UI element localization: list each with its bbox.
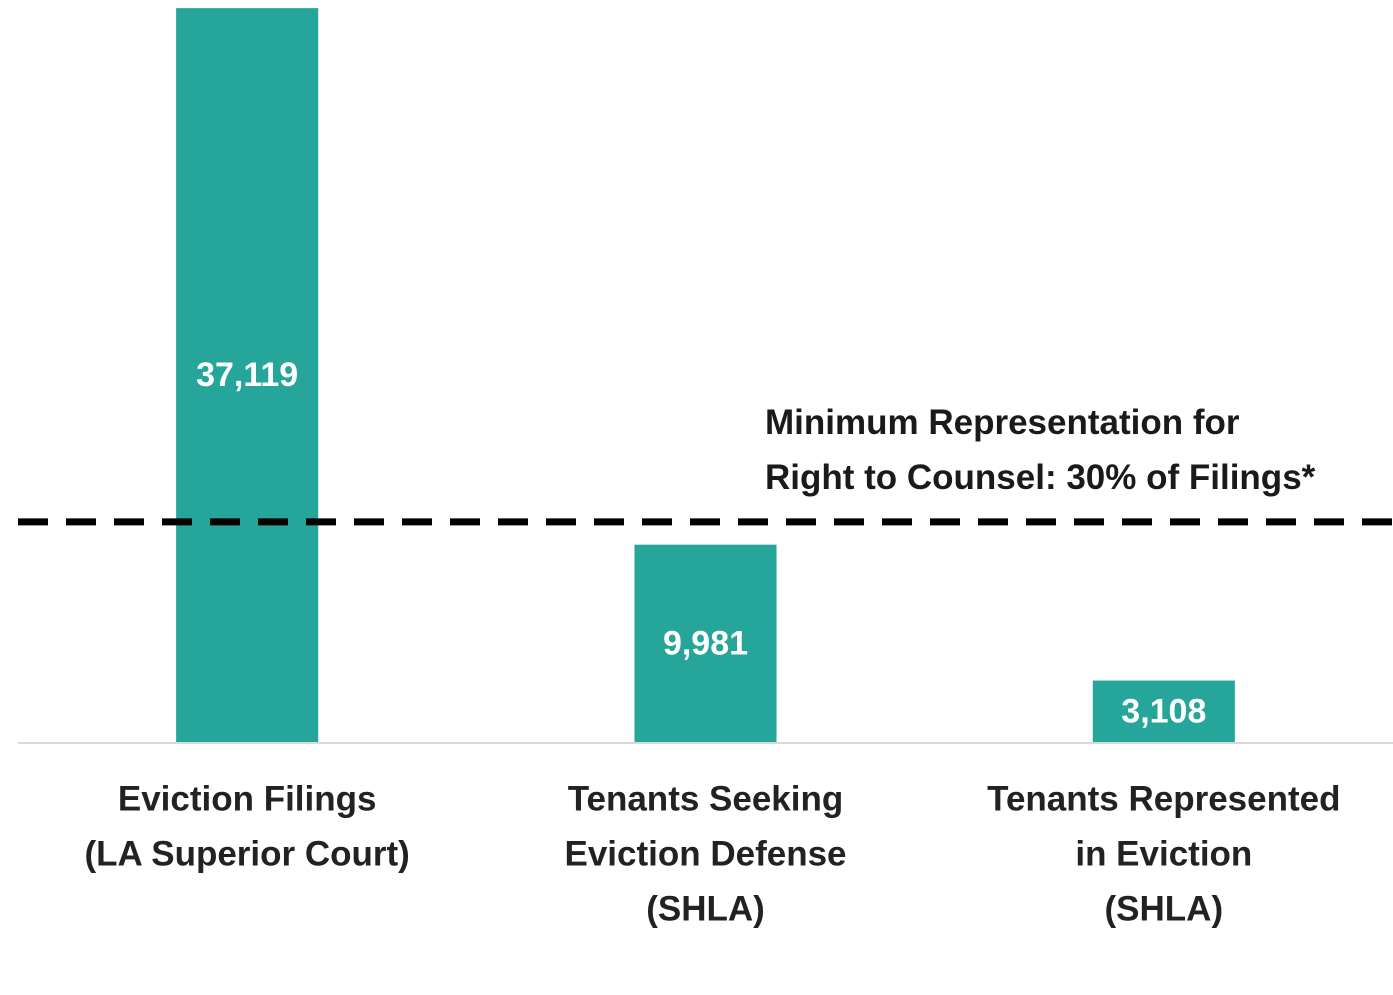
x-tick-label: Eviction Filings — [118, 779, 377, 818]
x-tick-label: Tenants Seeking — [568, 779, 844, 818]
bar — [634, 544, 777, 742]
bar — [176, 8, 319, 742]
x-tick-label: in Eviction — [1075, 834, 1252, 873]
x-tick-label: (SHLA) — [646, 889, 765, 928]
value-label: 37,119 — [196, 356, 298, 394]
x-tick-label: (LA Superior Court) — [84, 834, 409, 873]
x-tick-label: (SHLA) — [1105, 889, 1224, 928]
reference-label: Right to Counsel: 30% of Filings* — [765, 458, 1316, 497]
value-label: 3,108 — [1121, 692, 1206, 730]
value-label: 9,981 — [663, 624, 748, 662]
x-tick-label: Tenants Represented — [987, 779, 1340, 818]
reference-label: Minimum Representation for — [765, 403, 1240, 442]
bar — [1092, 680, 1235, 742]
x-tick-label: Eviction Defense — [564, 834, 846, 873]
